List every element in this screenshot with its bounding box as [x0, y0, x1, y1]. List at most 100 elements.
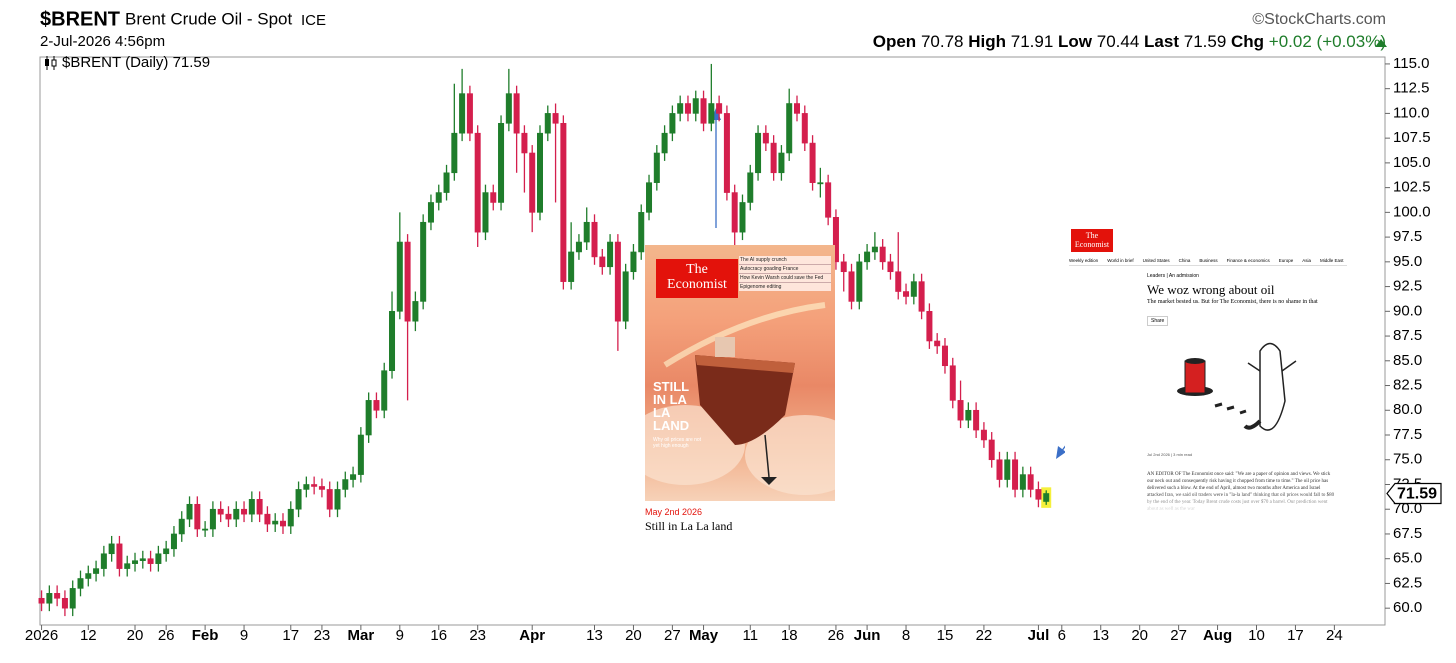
candle-body — [155, 553, 162, 564]
candle-body — [287, 508, 294, 527]
x-tick-label: 22 — [976, 627, 993, 644]
label: Chg — [1231, 32, 1265, 51]
timestamp: 2-Jul-2026 4:56pm — [40, 33, 165, 50]
cover-headlines: The AI supply crunch Autocracy goading F… — [739, 256, 831, 291]
y-tick-label: 105.0 — [1393, 154, 1431, 171]
article-subtitle: The market bested us. But for The Econom… — [1147, 299, 1318, 305]
x-tick-label: Feb — [192, 627, 219, 644]
candle-body — [692, 98, 699, 114]
candle-body — [513, 93, 520, 134]
candle-body — [973, 409, 980, 431]
candle-body — [864, 251, 871, 263]
legend-label: $BRENT (Daily) 71.59 — [62, 54, 210, 71]
label: High — [968, 32, 1006, 51]
nav-item[interactable]: Finance & economics — [1226, 258, 1270, 263]
candle-body — [739, 202, 746, 233]
candle-body — [186, 503, 193, 520]
exchange: ICE — [301, 12, 326, 29]
nav-item[interactable]: Europe — [1278, 258, 1294, 263]
candle-body — [139, 558, 146, 561]
candle-body — [482, 192, 489, 233]
cover-art — [645, 302, 835, 495]
y-tick-label: 65.0 — [1393, 550, 1422, 567]
candle-body — [256, 499, 263, 515]
candle-body — [459, 93, 466, 134]
candle-body — [817, 182, 824, 185]
y-tick-label: 82.5 — [1393, 376, 1422, 393]
candle-body — [661, 132, 668, 154]
headline: Autocracy goading France — [739, 265, 831, 274]
x-tick-label: May — [689, 627, 719, 644]
candle-body — [832, 217, 839, 263]
value: 71.59 — [1183, 32, 1227, 51]
y-tick-label: 87.5 — [1393, 327, 1422, 344]
value: 70.44 — [1096, 32, 1140, 51]
candle-body — [949, 365, 956, 401]
nav-item[interactable]: United States — [1142, 258, 1170, 263]
candle-body — [910, 281, 917, 297]
candle-body — [466, 93, 473, 134]
x-tick-label: 15 — [937, 627, 954, 644]
cover-subtitle: Why oil prices are not yet high enough — [653, 437, 702, 449]
x-tick-label: Aug — [1203, 627, 1232, 644]
candle-body — [957, 400, 964, 421]
nav-item[interactable]: China — [1178, 258, 1191, 263]
nav-item[interactable]: Middle East — [1319, 258, 1344, 263]
x-tick-label: 27 — [1170, 627, 1187, 644]
candle-body — [716, 103, 723, 114]
candle-body — [108, 543, 115, 555]
candle-body — [1012, 459, 1019, 490]
candle-body — [856, 261, 863, 302]
candle-body — [170, 533, 177, 550]
article-nav: Weekly edition World in brief United State… — [1069, 258, 1347, 266]
candle-body — [536, 132, 543, 213]
candle-body — [708, 103, 715, 124]
candle-body — [723, 113, 730, 193]
candle-body — [778, 152, 785, 174]
y-tick-label: 90.0 — [1393, 302, 1422, 319]
share-button[interactable]: Share — [1147, 316, 1169, 326]
candle-body — [178, 518, 185, 535]
candle-body — [840, 261, 847, 273]
y-tick-label: 62.5 — [1393, 574, 1422, 591]
candle-body — [747, 172, 754, 203]
x-tick-label: 24 — [1326, 627, 1343, 644]
headline: Epigenome editing — [740, 284, 782, 290]
candle-body — [54, 593, 61, 599]
y-tick-label: 80.0 — [1393, 401, 1422, 418]
magazine-cover: The Economist The AI supply crunch Autoc… — [645, 245, 835, 501]
candle-body — [264, 513, 271, 525]
x-tick-label: Apr — [519, 627, 545, 644]
candle-body — [607, 241, 614, 268]
candle-body — [918, 281, 925, 312]
candle-body — [389, 311, 396, 371]
candle-body — [622, 271, 629, 322]
candle-body — [871, 246, 878, 253]
label: Last — [1144, 32, 1179, 51]
candle-body — [100, 553, 107, 569]
x-tick-label: 6 — [1058, 627, 1066, 644]
candle-body — [342, 479, 349, 490]
nav-item[interactable]: Weekly edition — [1069, 258, 1099, 263]
candle-body — [435, 192, 442, 203]
candle-body — [217, 508, 224, 515]
candle-body — [93, 568, 100, 574]
value: 70.78 — [920, 32, 964, 51]
last-price-label: 71.59 — [1397, 486, 1437, 503]
nav-item[interactable]: World in brief — [1107, 258, 1134, 263]
x-tick-label: 17 — [1287, 627, 1304, 644]
nav-item[interactable]: Asia — [1302, 258, 1311, 263]
candle-body — [684, 103, 691, 114]
candle-body — [420, 221, 427, 302]
x-tick-label: 17 — [282, 627, 299, 644]
candle-body — [132, 560, 139, 564]
headline: The AI supply crunch — [739, 256, 831, 265]
candle-body — [809, 142, 816, 183]
candle-body — [770, 142, 777, 174]
nav-item[interactable]: Business — [1199, 258, 1218, 263]
x-tick-label: 10 — [1248, 627, 1265, 644]
x-tick-label: Jul — [1028, 627, 1050, 644]
candle-body — [350, 474, 357, 480]
candle-body — [591, 221, 598, 258]
